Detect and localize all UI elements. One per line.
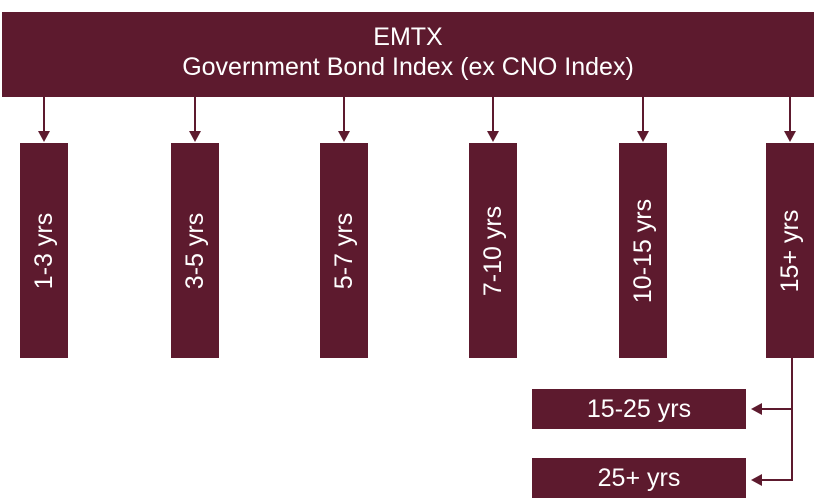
index-title: EMTX xyxy=(373,23,443,51)
sub-box-15-25: 15-25 yrs xyxy=(532,389,746,429)
index-subtitle: Government Bond Index (ex CNO Index) xyxy=(182,53,634,81)
maturity-box-7-10: 7-10 yrs xyxy=(469,143,517,358)
maturity-label: 1-3 yrs xyxy=(30,212,58,289)
index-header-box: EMTX Government Bond Index (ex CNO Index… xyxy=(2,12,814,97)
sub-label: 15-25 yrs xyxy=(586,395,692,423)
maturity-box-1-3: 1-3 yrs xyxy=(20,143,68,358)
maturity-label: 10-15 yrs xyxy=(629,198,657,303)
sub-label: 25+ yrs xyxy=(597,464,681,492)
maturity-label: 15+ yrs xyxy=(776,209,804,292)
maturity-label: 5-7 yrs xyxy=(330,212,358,289)
maturity-box-3-5: 3-5 yrs xyxy=(171,143,219,358)
maturity-box-5-7: 5-7 yrs xyxy=(320,143,368,358)
maturity-label: 7-10 yrs xyxy=(479,205,507,296)
maturity-box-15-plus: 15+ yrs xyxy=(766,143,814,358)
maturity-label: 3-5 yrs xyxy=(181,212,209,289)
sub-box-25-plus: 25+ yrs xyxy=(532,458,746,498)
maturity-box-10-15: 10-15 yrs xyxy=(619,143,667,358)
